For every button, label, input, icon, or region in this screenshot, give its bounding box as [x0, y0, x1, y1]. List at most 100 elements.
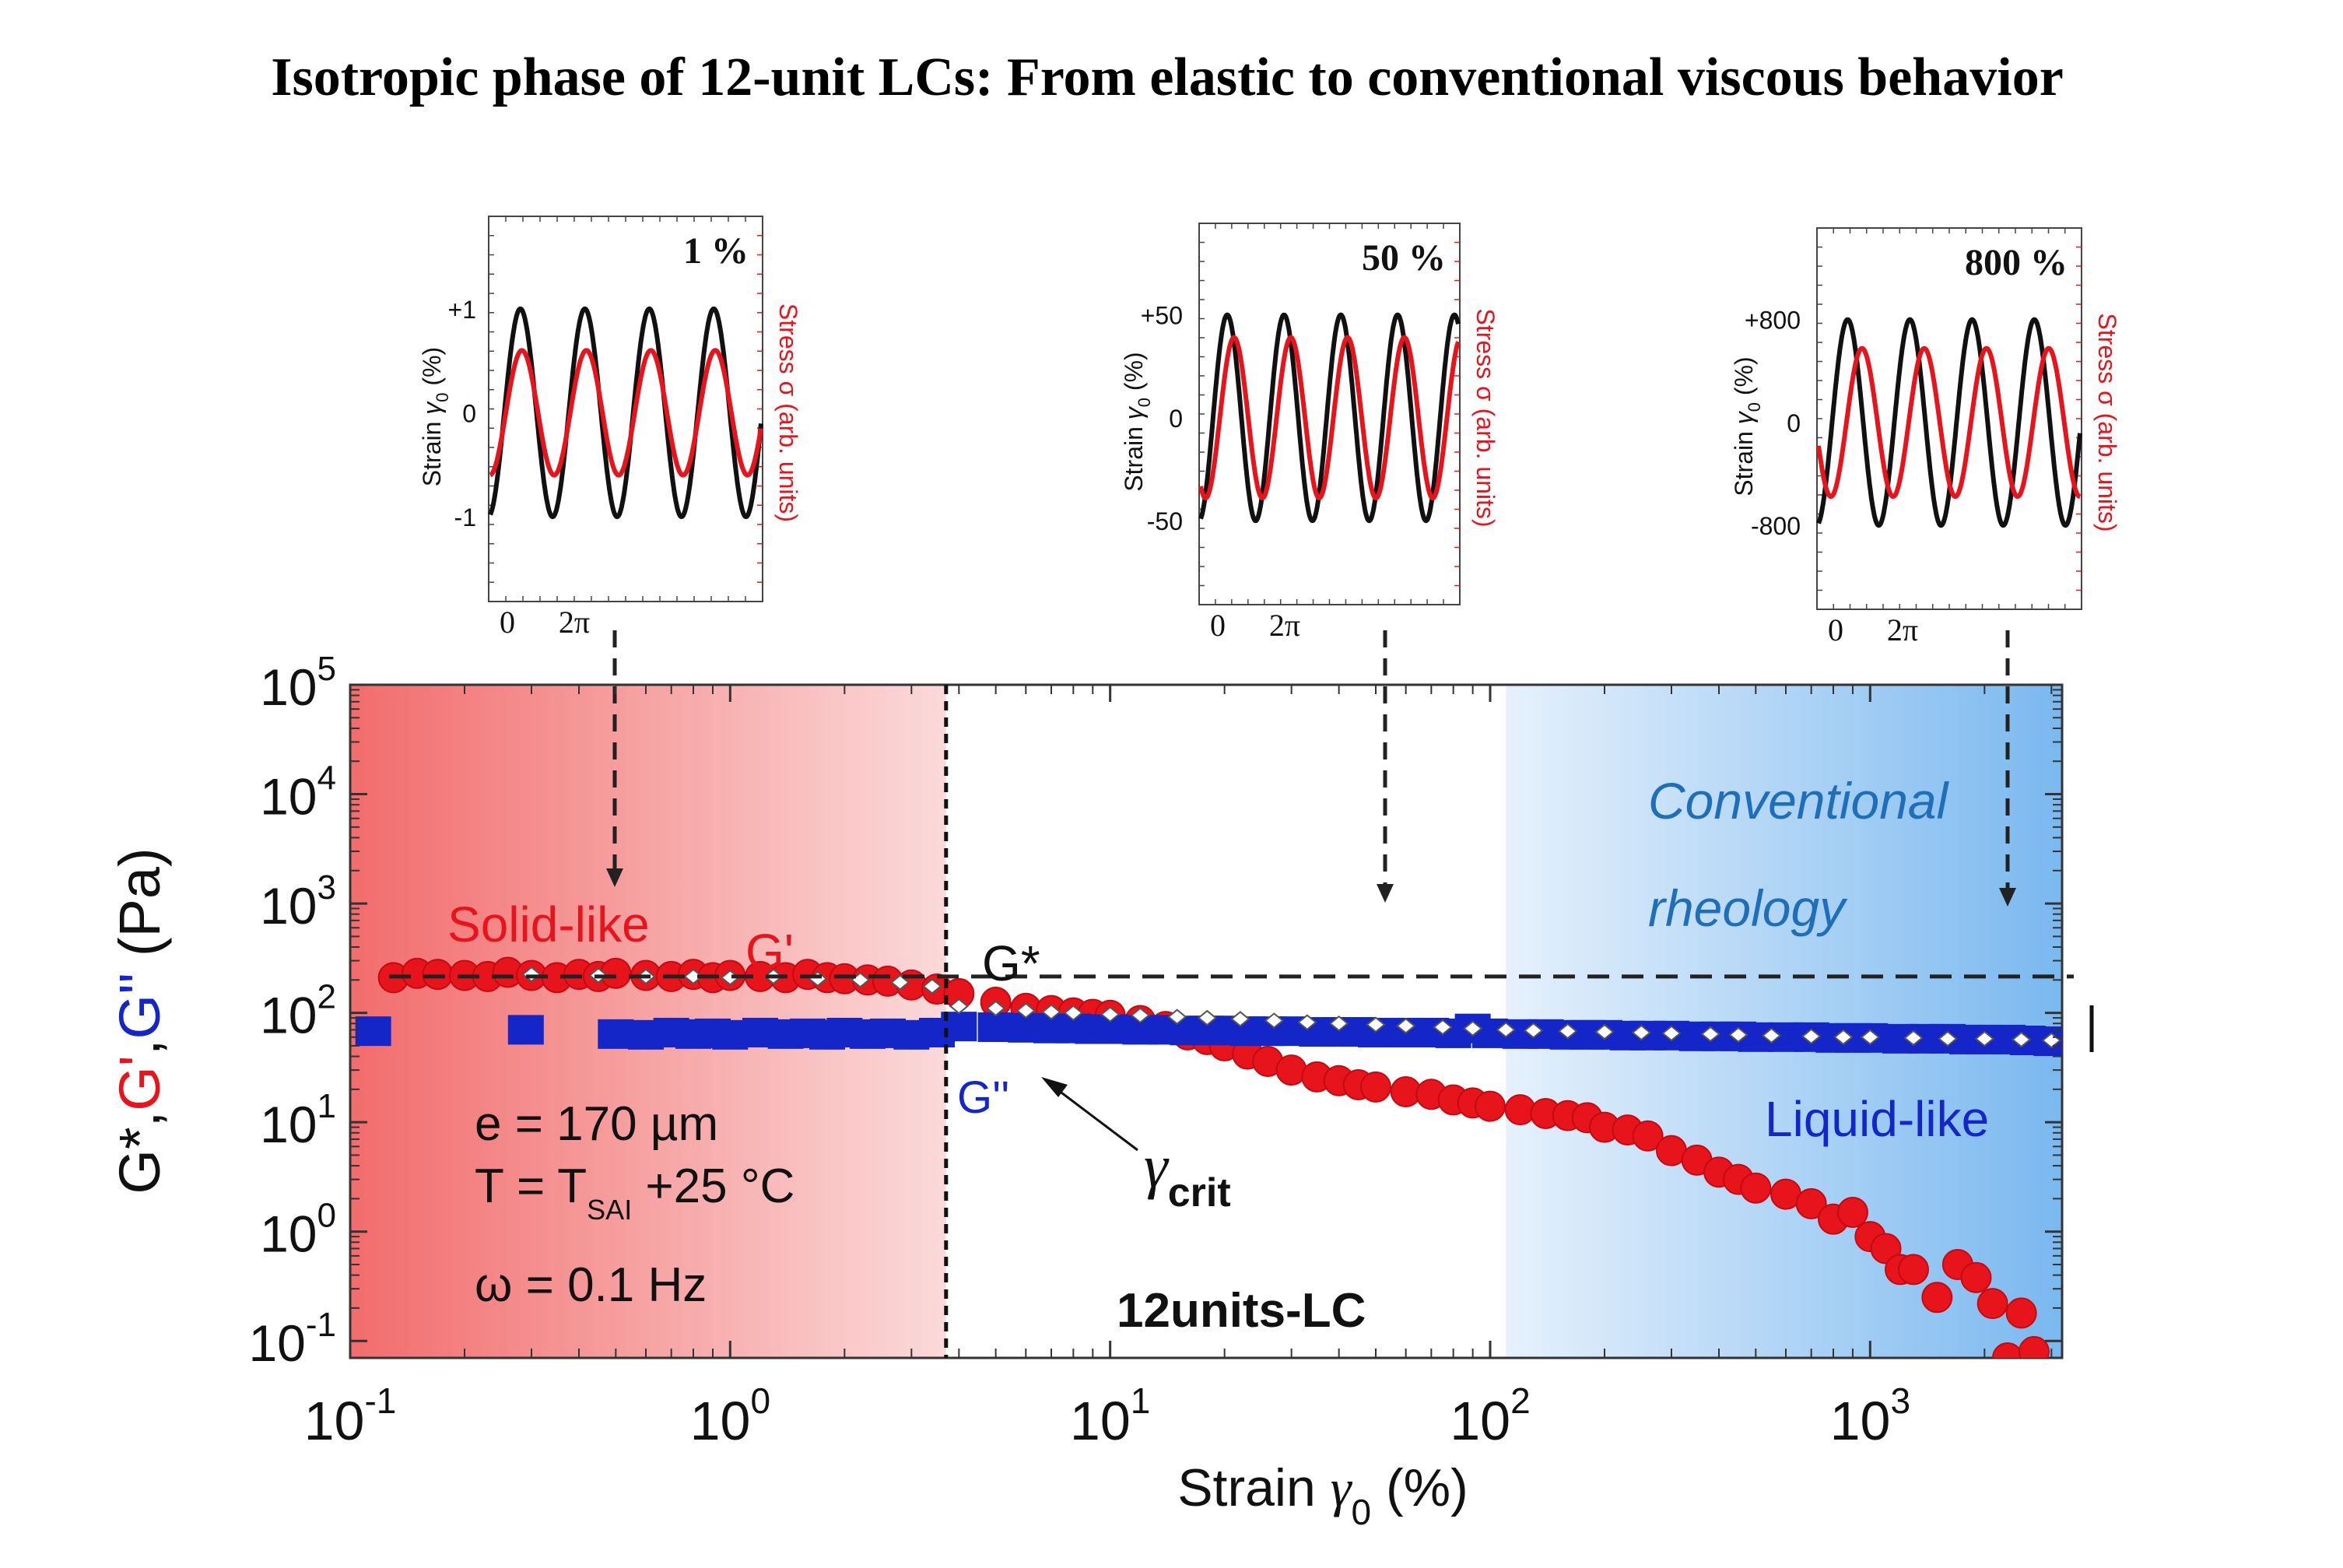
plot-border	[349, 683, 2064, 1359]
g-star-point	[1329, 1015, 1349, 1032]
g-prime-point	[1632, 1120, 1664, 1152]
g-star-point	[1558, 1023, 1578, 1040]
y-tick-label: 103	[260, 868, 336, 935]
g-star-point	[1938, 1030, 1958, 1047]
gamma-crit-arrow-line	[1054, 1086, 1138, 1152]
g-star-point	[683, 968, 703, 985]
y-tick-label: 10-1	[248, 1306, 336, 1372]
y-axis-label: G*,G',G'' (Pa)	[107, 847, 172, 1194]
inset-title: 50 %	[1362, 237, 1446, 279]
x-tick-label: 103	[1830, 1380, 1910, 1451]
g-prime-point	[1740, 1172, 1772, 1204]
guide-lines	[389, 630, 2094, 1358]
g-star-point	[1100, 1006, 1121, 1023]
g-double-prime-series	[355, 1012, 2062, 1057]
inset-y-tick-label: +50	[1141, 302, 1183, 330]
y-tick-label: 104	[260, 759, 336, 826]
inset-connector-arrowhead	[1377, 884, 1394, 903]
inset-y-tick-label: 0	[1787, 409, 1801, 437]
g-star-point	[1496, 1022, 1516, 1038]
inset-strain-curve	[1198, 312, 1461, 524]
g-star-point	[1903, 1030, 1924, 1047]
inset-strain-50-percent: 50 % +50 0 -50 0 2π Strain γ0 (%) Stress σ (arb…	[1120, 223, 1499, 643]
main-plot-frame	[349, 683, 2064, 1359]
y-axis-label-part: G''	[107, 973, 172, 1040]
y-axis-label-part: (Pa)	[107, 847, 172, 972]
temperature-label: T = TSAI +25 °C	[475, 1159, 794, 1226]
inset-frame	[1816, 227, 2082, 610]
g-star-point	[1167, 1009, 1187, 1025]
g-prime-point	[1991, 1342, 2023, 1358]
inset-x-tick-label: 0	[1828, 612, 1843, 647]
g-star-point	[1594, 1023, 1615, 1040]
y-axis-label-part: ,	[107, 1111, 172, 1128]
inset-right-axis-label: Stress σ (arb. units)	[2093, 313, 2121, 531]
y-tick-label: 105	[260, 650, 336, 716]
inset-right-axis-label: Stress σ (arb. units)	[1471, 308, 1499, 527]
g-prime-point	[1795, 1187, 1827, 1219]
inset-frame	[1198, 223, 1461, 605]
g-star-point	[1230, 1011, 1250, 1027]
g-prime-point	[1921, 1282, 1953, 1314]
g-star-point	[1130, 1007, 1150, 1024]
g-star-point	[1631, 1024, 1651, 1041]
inset-left-axis-label: Strain γ0 (%)	[1730, 356, 1764, 496]
inset-y-tick-label: -1	[454, 503, 476, 531]
g-star-point	[1974, 1030, 1994, 1047]
g-star-point	[1833, 1029, 1854, 1046]
y-tick-label: 101	[260, 1087, 336, 1153]
g-prime-point	[422, 959, 454, 991]
conventional-label: Conventional	[1648, 772, 1950, 830]
inset-y-tick-label: 0	[462, 399, 476, 427]
g-star-point	[986, 1000, 1006, 1017]
g-prime-point	[2005, 1297, 2037, 1329]
sample-label: 12units-LC	[1117, 1284, 1366, 1338]
inset-x-tick-label: 2π	[1887, 612, 1918, 647]
gamma-crit-label: γcrit	[1144, 1132, 1231, 1215]
inset-connector-arrowhead	[606, 868, 623, 887]
g-star-point	[922, 978, 942, 994]
g-double-prime-point	[355, 1016, 391, 1047]
g-star-point	[949, 998, 969, 1015]
g-star-point	[1860, 1029, 1880, 1046]
inset-connector-arrowhead	[1999, 888, 2016, 907]
g-prime-point	[1359, 1071, 1391, 1103]
main-axis-ticks: 10-1 100 101 102 103 10-1 100 101 102 103 104 105	[248, 650, 2062, 1451]
g-prime-point	[1836, 1196, 1868, 1228]
y-tick-label: 100	[260, 1197, 336, 1263]
x-tick-label: 10-1	[304, 1380, 397, 1451]
x-tick-label: 100	[690, 1380, 770, 1451]
inset-x-tick-label: 2π	[1269, 608, 1300, 643]
y-axis-label-part: G'	[107, 1055, 172, 1111]
inset-x-tick-label: 0	[1210, 608, 1226, 643]
inset-y-tick-label: -50	[1147, 507, 1183, 535]
g-star-point	[1264, 1012, 1284, 1029]
y-axis-label-part: ,	[107, 1040, 172, 1056]
g-star-point	[1433, 1019, 1453, 1036]
g-double-prime-point	[507, 1015, 544, 1045]
y-axis-label-part: G*	[107, 1127, 172, 1194]
inset-title: 800 %	[1965, 242, 2068, 283]
g-prime-point	[2018, 1335, 2050, 1358]
g-star-point	[1801, 1028, 1822, 1045]
g-prime-point	[1976, 1288, 2008, 1320]
g-prime-point	[1897, 1254, 1929, 1286]
g-star-point	[1197, 1009, 1217, 1026]
inset-right-axis-label: Stress σ (arb. units)	[774, 303, 802, 522]
x-tick-label: 101	[1070, 1380, 1150, 1451]
g-star-point	[1396, 1018, 1416, 1034]
g-star-point	[1728, 1026, 1748, 1044]
inset-strain-curve	[1816, 317, 2082, 528]
inset-frame	[488, 216, 763, 602]
g-star-point	[1366, 1016, 1386, 1033]
g-star-point	[2012, 1031, 2032, 1048]
inset-y-tick-label: +800	[1745, 307, 1801, 335]
g-star-point	[1015, 1002, 1036, 1019]
inset-stress-curve	[1816, 346, 2082, 500]
g-star-point	[1297, 1014, 1317, 1031]
inset-y-tick-label: +1	[448, 296, 476, 324]
inset-strain-800-percent: 800 % +800 0 -800 0 2π Strain γ0 (%) Stress σ (…	[1730, 227, 2121, 647]
g-star-point	[1661, 1025, 1682, 1042]
g-star-point	[1463, 1020, 1483, 1037]
